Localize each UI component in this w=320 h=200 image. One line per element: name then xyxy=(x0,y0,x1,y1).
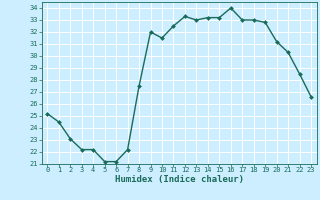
X-axis label: Humidex (Indice chaleur): Humidex (Indice chaleur) xyxy=(115,175,244,184)
